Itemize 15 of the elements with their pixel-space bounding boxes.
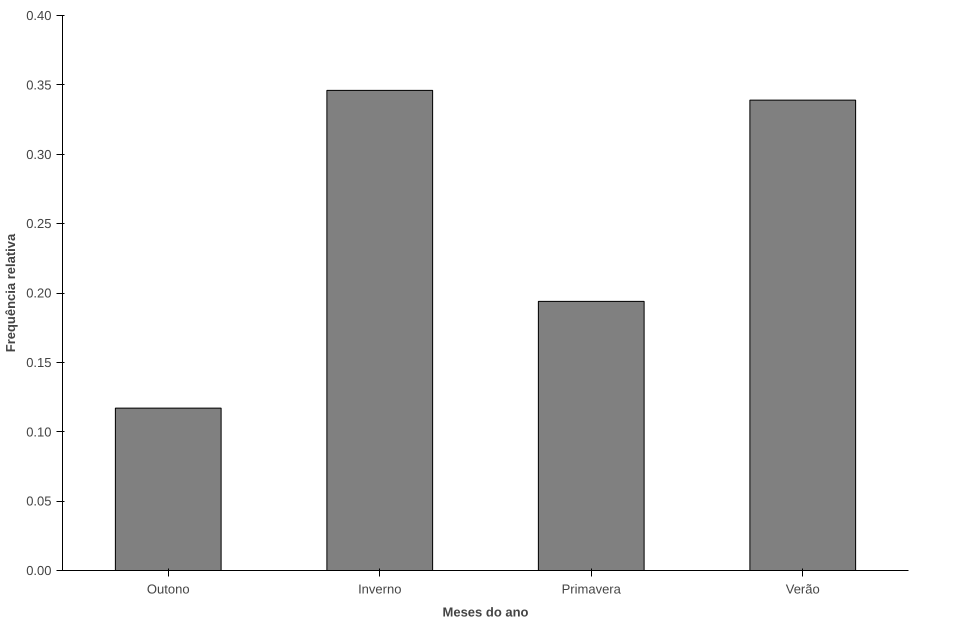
x-tick-label: Primavera xyxy=(562,582,622,596)
y-tick-label: 0.35 xyxy=(26,77,52,92)
x-tick-label: Verão xyxy=(786,582,820,596)
y-tick-label: 0.25 xyxy=(26,216,52,232)
x-axis-title: Meses do ano xyxy=(442,604,529,620)
y-tick-label: 0.05 xyxy=(26,494,52,509)
y-tick-label: 0.30 xyxy=(26,146,52,162)
y-tick-label: 0.15 xyxy=(26,354,52,370)
x-tick-label: Outono xyxy=(146,582,190,596)
y-tick-label: 0.00 xyxy=(26,563,52,578)
y-tick-label: 0.10 xyxy=(26,424,52,440)
y-tick-label: 0.40 xyxy=(26,8,52,23)
y-tick-label: 0.20 xyxy=(26,286,52,300)
x-tick-label: Inverno xyxy=(358,582,402,596)
y-axis-title: Frequência relativa xyxy=(3,232,18,352)
